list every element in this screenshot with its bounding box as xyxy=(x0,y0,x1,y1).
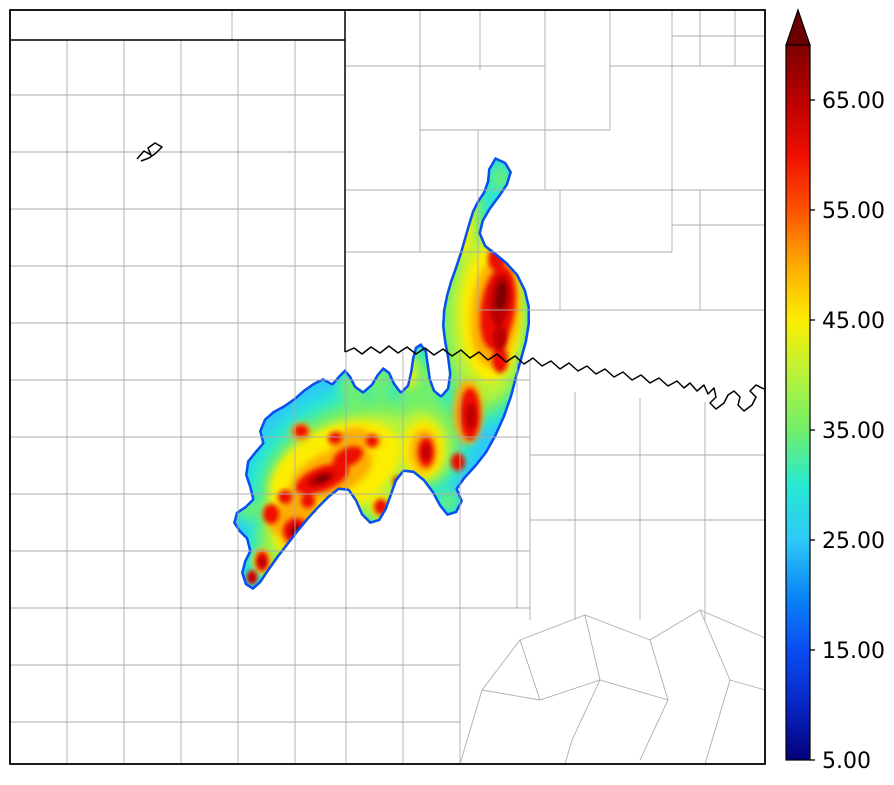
county-grid-north-texas xyxy=(529,360,764,620)
reflectivity-core xyxy=(263,504,279,524)
colorbar-tick-label: 55.00 xyxy=(822,199,885,224)
reflectivity-core xyxy=(301,494,315,508)
reflectivity-core xyxy=(248,573,256,583)
colorbar-tick-label: 35.00 xyxy=(822,419,885,444)
reflectivity-core xyxy=(366,435,378,447)
reflectivity-core xyxy=(315,475,329,483)
reflectivity-core xyxy=(491,166,509,190)
colorbar-tick-label: 45.00 xyxy=(822,309,885,334)
county-grid-west xyxy=(11,11,530,763)
colorbar-tick-label: 65.00 xyxy=(822,89,885,114)
reflectivity-core xyxy=(278,490,292,504)
reflectivity-core xyxy=(466,403,476,429)
reflectivity-core xyxy=(492,347,508,373)
reflectivity-core xyxy=(493,325,507,351)
plot-frame xyxy=(9,9,766,765)
reflectivity-core xyxy=(258,556,266,568)
reflectivity-core xyxy=(451,453,465,471)
colorbar-tick-label: 25.00 xyxy=(822,529,885,554)
colorbar-ticks: 65.00 55.00 45.00 35.00 25.00 15.00 5.00 xyxy=(810,89,885,774)
reflectivity-core xyxy=(294,425,308,437)
reflectivity-core xyxy=(422,444,430,460)
reflectivity-core xyxy=(495,282,507,310)
colorbar-tick-label: 5.00 xyxy=(822,749,871,774)
colorbar-tick-label: 15.00 xyxy=(822,639,885,664)
water-feature-squiggle xyxy=(136,142,163,162)
colorbar: 65.00 55.00 45.00 35.00 25.00 15.00 5.00 xyxy=(785,8,885,774)
state-borders xyxy=(11,11,764,412)
reflectivity-core xyxy=(333,446,363,468)
state-border-line xyxy=(11,11,346,352)
county-boundaries xyxy=(11,11,764,763)
county-grid-oklahoma xyxy=(345,11,764,311)
colorbar-bar xyxy=(785,44,811,761)
reflectivity-core xyxy=(328,431,342,445)
reflectivity-rim xyxy=(233,157,530,590)
reflectivity-core xyxy=(439,492,457,510)
red-river-line xyxy=(344,345,764,412)
colorbar-over-arrow xyxy=(785,8,811,46)
county-irregular-southeast xyxy=(459,609,764,763)
